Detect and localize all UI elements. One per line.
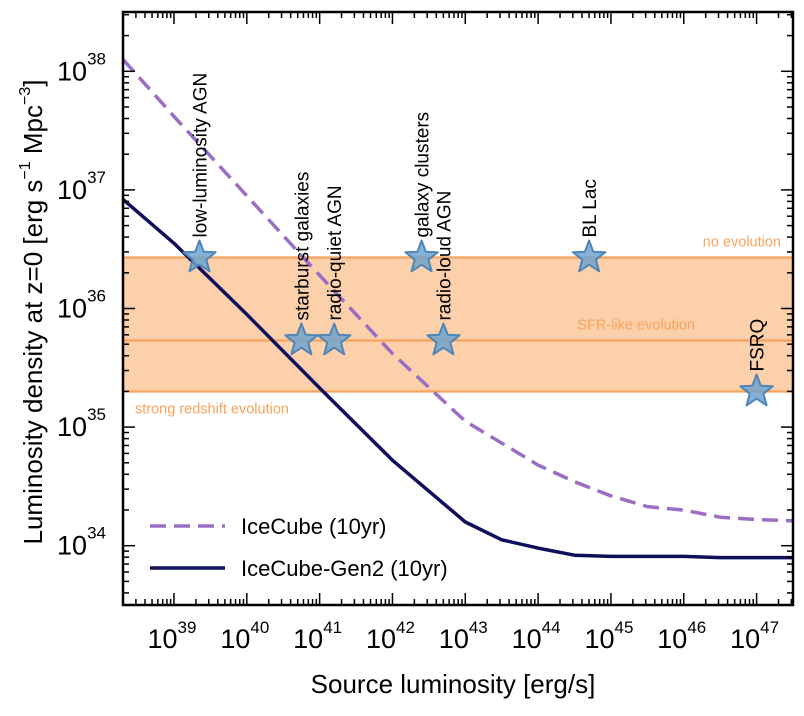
- source-marker: [317, 322, 352, 356]
- x-tick-base: 10: [730, 624, 760, 654]
- x-tick-exp: 42: [396, 618, 415, 637]
- source-label: starburst galaxies: [292, 172, 313, 321]
- source-marker: [182, 239, 217, 273]
- x-tick-label: 1039: [147, 618, 196, 654]
- y-tick-label: 1034: [57, 524, 106, 561]
- y-tick-label: 1035: [57, 405, 106, 442]
- x-tick-label: 1043: [439, 618, 488, 654]
- evolution-line-label: no evolution: [703, 235, 781, 251]
- x-tick-exp: 46: [687, 618, 706, 637]
- x-tick-exp: 43: [469, 618, 488, 637]
- x-tick-base: 10: [147, 624, 177, 654]
- x-tick-label: 1045: [584, 618, 633, 654]
- y-tick-exp: 37: [87, 168, 106, 187]
- x-tick-exp: 45: [614, 618, 633, 637]
- source-label: radio-quiet AGN: [325, 185, 346, 320]
- source-marker: [426, 322, 461, 356]
- x-tick-exp: 41: [323, 618, 342, 637]
- y-tick-label: 1038: [57, 49, 106, 86]
- y-axis-title-end: ]: [18, 80, 48, 87]
- annotation-layer: no evolution SFR-like evolution strong red…: [135, 73, 781, 418]
- x-tick-exp: 39: [178, 618, 197, 637]
- source-label: low-luminosity AGN: [190, 73, 211, 238]
- x-tick-base: 10: [293, 624, 323, 654]
- y-tick-exp: 34: [87, 524, 106, 543]
- x-tick-label: 1042: [366, 618, 415, 654]
- source-marker: [571, 239, 607, 273]
- y-tick-exp: 36: [87, 287, 106, 306]
- x-tick-label: 1041: [293, 618, 342, 654]
- x-tick-base: 10: [366, 624, 396, 654]
- x-tick-base: 10: [439, 624, 469, 654]
- evolution-band-layer: [123, 256, 793, 393]
- series-line-icecube: [123, 58, 793, 523]
- x-tick-base: 10: [657, 624, 687, 654]
- source-label: BL Lac: [580, 179, 601, 237]
- x-tick-exp: 40: [250, 618, 269, 637]
- series-line-icecube-gen2: [123, 198, 793, 560]
- source-label: radio-loud AGN: [434, 191, 455, 321]
- source-marker: [739, 373, 774, 407]
- source-label: galaxy clusters: [413, 112, 434, 238]
- y-axis-title-exp2: −3: [17, 87, 34, 105]
- axis-layer: 1039 1040 1041 1042 1043 1044 1045 1046 10471034…: [17, 10, 795, 699]
- y-tick-exp: 35: [87, 405, 106, 424]
- y-tick-base: 10: [57, 175, 87, 205]
- legend: IceCube (10yr) IceCube-Gen2 (10yr): [150, 514, 448, 581]
- x-tick-exp: 44: [542, 618, 561, 637]
- evolution-band: [123, 257, 793, 392]
- y-tick-label: 1037: [57, 168, 106, 205]
- x-tick-label: 1046: [657, 618, 706, 654]
- x-tick-base: 10: [584, 624, 614, 654]
- source-marker: [404, 239, 439, 273]
- evolution-line-label: SFR-like evolution: [577, 318, 695, 334]
- legend-label: IceCube (10yr): [241, 514, 387, 539]
- source-marker-layer: [182, 239, 774, 407]
- x-axis-title: Source luminosity [erg/s]: [311, 669, 596, 699]
- y-tick-base: 10: [57, 531, 87, 561]
- y-axis-title-main: Luminosity density at z=0 [erg s: [18, 180, 48, 545]
- x-tick-base: 10: [220, 624, 250, 654]
- y-tick-base: 10: [57, 56, 87, 86]
- y-tick-base: 10: [57, 294, 87, 324]
- y-tick-label: 1036: [57, 287, 106, 324]
- x-tick-label: 1047: [730, 618, 779, 654]
- x-tick-label: 1040: [220, 618, 269, 654]
- y-axis-title-middle: Mpc: [18, 105, 48, 161]
- source-label: FSRQ: [748, 319, 769, 372]
- x-tick-label: 1044: [512, 618, 561, 654]
- x-tick-base: 10: [512, 624, 542, 654]
- y-axis-title: Luminosity density at z=0 [erg s−1 Mpc−3…: [17, 80, 48, 545]
- y-tick-base: 10: [57, 412, 87, 442]
- series-line-layer: [123, 58, 793, 560]
- legend-label: IceCube-Gen2 (10yr): [241, 556, 448, 581]
- evolution-line-label: strong redshift evolution: [135, 402, 289, 418]
- source-marker: [284, 322, 319, 356]
- x-tick-exp: 47: [760, 618, 779, 637]
- y-axis-title-exp1: −1: [17, 161, 34, 179]
- y-tick-exp: 38: [87, 49, 106, 68]
